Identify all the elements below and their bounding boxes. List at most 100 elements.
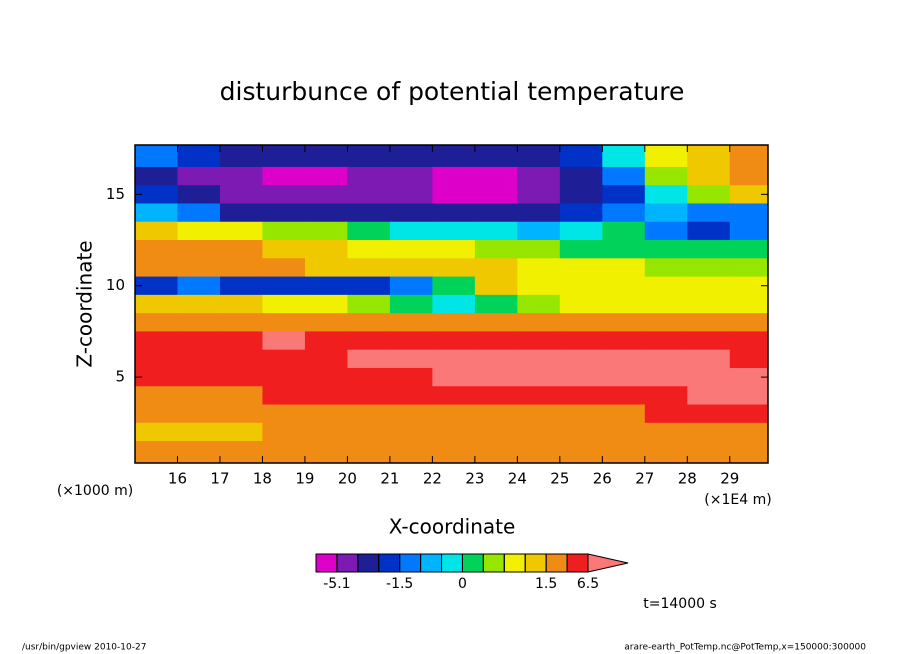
field-cell bbox=[687, 404, 731, 424]
field-cell bbox=[304, 313, 348, 332]
field-cell bbox=[177, 276, 221, 296]
field-cell bbox=[729, 422, 769, 442]
field-cell bbox=[389, 221, 433, 241]
field-cell bbox=[687, 258, 731, 278]
field-cell bbox=[432, 331, 476, 351]
field-cell bbox=[347, 294, 391, 314]
field-cell bbox=[432, 145, 476, 168]
field-cell bbox=[177, 145, 221, 168]
field-cell bbox=[644, 404, 688, 424]
field-cell bbox=[602, 145, 646, 168]
field-cell bbox=[389, 313, 433, 332]
field-cell bbox=[559, 240, 603, 259]
field-cell bbox=[432, 404, 476, 424]
field-cell bbox=[474, 185, 518, 204]
field-cell bbox=[219, 349, 263, 369]
field-cell bbox=[262, 203, 306, 223]
colorbar-box bbox=[441, 553, 463, 573]
y-unit: (×1000 m) bbox=[57, 483, 133, 499]
field-cell bbox=[177, 386, 221, 406]
field-cell bbox=[474, 404, 518, 424]
field-cell bbox=[687, 221, 731, 241]
field-cell bbox=[559, 331, 603, 351]
field-cell bbox=[304, 145, 348, 168]
colorbar-tick-label: 6.5 bbox=[577, 576, 599, 592]
field-cell bbox=[644, 203, 688, 223]
field-cell bbox=[304, 422, 348, 442]
field-cell bbox=[389, 386, 433, 406]
field-cell bbox=[262, 313, 306, 332]
field-cell bbox=[432, 349, 476, 369]
field-cell bbox=[602, 185, 646, 204]
field-cell bbox=[517, 294, 561, 314]
field-cell bbox=[262, 404, 306, 424]
field-cell bbox=[687, 294, 731, 314]
field-cell bbox=[304, 221, 348, 241]
field-cell bbox=[517, 276, 561, 296]
field-cell bbox=[135, 441, 178, 464]
colorbar-box bbox=[482, 553, 505, 573]
field-cell bbox=[602, 349, 646, 369]
field-cell bbox=[517, 386, 561, 406]
field-cell bbox=[135, 422, 178, 442]
field-cell bbox=[177, 349, 221, 369]
field-cell bbox=[135, 386, 178, 406]
field-cell bbox=[559, 313, 603, 332]
field-cell bbox=[135, 203, 178, 223]
field-cell bbox=[432, 367, 476, 387]
field-cell bbox=[474, 422, 518, 442]
field-cell bbox=[135, 349, 178, 369]
colorbar-tick-label: 1.5 bbox=[535, 576, 557, 592]
field-cell bbox=[347, 166, 391, 186]
field-cell bbox=[644, 145, 688, 168]
field-cell bbox=[559, 294, 603, 314]
colorbar-box bbox=[503, 553, 526, 573]
field-cell bbox=[432, 422, 476, 442]
field-cell bbox=[687, 349, 731, 369]
field-cell bbox=[135, 166, 178, 186]
field-cell bbox=[389, 203, 433, 223]
field-cell bbox=[262, 166, 306, 186]
field-cell bbox=[177, 367, 221, 387]
field-cell bbox=[729, 166, 769, 186]
field-cell bbox=[432, 203, 476, 223]
field-cell bbox=[559, 203, 603, 223]
field-cell bbox=[729, 349, 769, 369]
field-cell bbox=[517, 145, 561, 168]
colorbar-triangle bbox=[587, 553, 629, 573]
field-cell bbox=[389, 185, 433, 204]
field-cell bbox=[389, 422, 433, 442]
field-cell bbox=[432, 185, 476, 204]
x-axis-label: X-coordinate bbox=[389, 515, 516, 539]
field-cell bbox=[177, 313, 221, 332]
field-cell bbox=[729, 185, 769, 204]
field-cell bbox=[135, 221, 178, 241]
y-tick-label: 5 bbox=[115, 368, 125, 386]
field-cell bbox=[687, 331, 731, 351]
field-cell bbox=[559, 367, 603, 387]
field-cell bbox=[517, 367, 561, 387]
field-cell bbox=[262, 349, 306, 369]
field-cell bbox=[729, 313, 769, 332]
field-cell bbox=[559, 221, 603, 241]
field-cell bbox=[347, 221, 391, 241]
field-cell bbox=[219, 422, 263, 442]
field-cell bbox=[644, 240, 688, 259]
field-cell bbox=[474, 258, 518, 278]
field-cell bbox=[432, 294, 476, 314]
field-cell bbox=[219, 203, 263, 223]
field-cell bbox=[644, 166, 688, 186]
field-cell bbox=[729, 258, 769, 278]
field-cell bbox=[219, 441, 263, 464]
field-cell bbox=[135, 404, 178, 424]
field-cell bbox=[559, 404, 603, 424]
field-cell bbox=[177, 331, 221, 351]
field-cell bbox=[729, 294, 769, 314]
x-unit: (×1E4 m) bbox=[704, 492, 771, 508]
field-cell bbox=[347, 422, 391, 442]
field-cell bbox=[644, 185, 688, 204]
x-tick-label: 27 bbox=[635, 470, 654, 488]
field-cell bbox=[602, 203, 646, 223]
field-cell bbox=[432, 276, 476, 296]
field-cell bbox=[262, 386, 306, 406]
